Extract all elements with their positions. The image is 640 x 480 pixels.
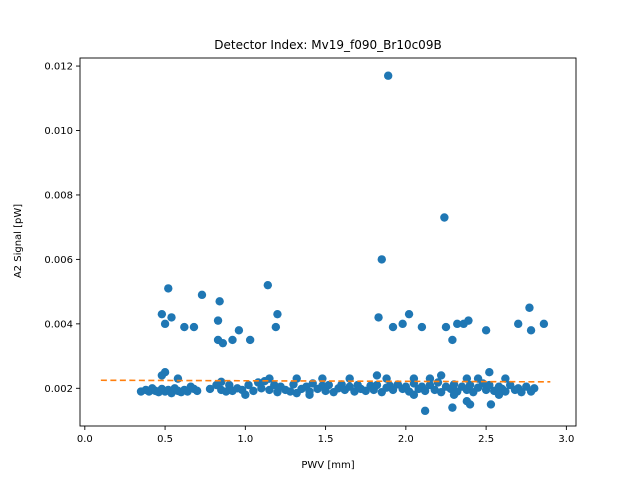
scatter-point (234, 326, 244, 335)
scatter-point (448, 335, 457, 345)
scatter-point (286, 387, 295, 396)
scatter-point (228, 335, 237, 345)
y-axis-label: A2 Signal [pW] (13, 204, 24, 278)
scatter-point (217, 377, 226, 387)
scatter-point (167, 313, 176, 322)
scatter-point (409, 390, 419, 399)
scatter-point (433, 378, 443, 387)
scatter-point (205, 384, 215, 394)
x-tick-label: 2.0 (398, 434, 414, 445)
y-tick-label: 0.008 (44, 191, 73, 202)
scatter-point (486, 400, 496, 409)
scatter-point (377, 255, 386, 264)
scatter-point (448, 403, 457, 412)
scatter-point (192, 386, 202, 396)
y-tick-label: 0.002 (44, 384, 73, 395)
scatter-point (517, 387, 526, 397)
scatter-point (501, 387, 510, 396)
chart-title: Detector Index: Mv19_f090_Br10c09B (214, 38, 441, 52)
x-tick-label: 1.0 (237, 434, 253, 445)
scatter-point (494, 390, 504, 399)
scatter-point (485, 380, 494, 390)
scatter-point (462, 374, 472, 383)
scatter-point (350, 387, 359, 396)
scatter-point (189, 322, 199, 332)
scatter-point (372, 371, 382, 380)
x-tick-label: 0.5 (157, 434, 173, 445)
y-tick-label: 0.004 (44, 319, 73, 330)
scatter-point (324, 380, 333, 390)
scatter-point (388, 322, 398, 332)
x-tick-label: 3.0 (558, 434, 574, 445)
scatter-point (221, 387, 231, 396)
y-tick-label: 0.010 (44, 126, 73, 137)
scatter-point (180, 322, 189, 332)
plot-area: 0.0 0.5 1.0 1.5 2.0 2.5 3.0 0.002 0.004 0.006 0.00… (44, 57, 577, 445)
scatter-point (539, 319, 549, 329)
scatter-point (215, 297, 224, 306)
scatter-point (449, 380, 459, 389)
scatter-point (420, 406, 430, 416)
scatter-point (164, 284, 173, 293)
scatter-point (383, 71, 393, 80)
scatter-point (273, 309, 282, 319)
scatter-point (441, 322, 451, 332)
y-tick-label: 0.012 (44, 62, 73, 73)
x-tick-label: 0.0 (77, 434, 93, 445)
scatter-point (530, 384, 539, 393)
scatter-point (417, 322, 427, 332)
scatter-point (514, 319, 523, 329)
scatter-point (430, 385, 439, 395)
scatter-point (257, 384, 266, 393)
scatter-point (245, 335, 255, 345)
scatter-point (453, 319, 462, 329)
scatter-point (173, 374, 183, 383)
scatter-point (436, 371, 446, 380)
fit-line (100, 379, 551, 383)
scatter-point (160, 319, 170, 329)
scatter-point (404, 309, 414, 319)
scatter-point (525, 303, 534, 312)
scatter-point (464, 316, 473, 325)
scatter-point (398, 319, 407, 329)
x-tick-label: 2.5 (478, 434, 494, 445)
scatter-point (305, 390, 314, 399)
scatter-point (449, 390, 459, 399)
scatter-point (271, 322, 281, 332)
axes-frame (79, 57, 577, 427)
scatter-point (270, 380, 279, 390)
x-tick-label: 1.5 (318, 434, 334, 445)
scatter-point (249, 386, 258, 396)
scatter-point (372, 380, 382, 390)
scatter-point (473, 374, 483, 383)
scatter-point (485, 367, 494, 377)
scatter-point (481, 326, 491, 335)
scatter-point (160, 367, 170, 377)
scatter-point (263, 280, 273, 290)
scatter-point (501, 374, 510, 383)
scatter-point (241, 390, 250, 399)
scatter-point (526, 326, 536, 335)
scatter-point (465, 400, 475, 409)
scatter-point (213, 316, 223, 325)
y-tick-label: 0.006 (44, 255, 73, 266)
scatter-point (436, 387, 446, 397)
scatter-point (420, 386, 430, 396)
scatter-point (157, 309, 167, 319)
x-axis-label: PWV [mm] (301, 460, 354, 471)
scatter-point (374, 313, 383, 322)
scatter-point (197, 290, 207, 300)
scatter-point (218, 338, 228, 348)
scatter-point (388, 385, 398, 395)
scatter-point (465, 380, 475, 390)
scatter-point (440, 213, 449, 222)
scatter-point (244, 380, 253, 390)
